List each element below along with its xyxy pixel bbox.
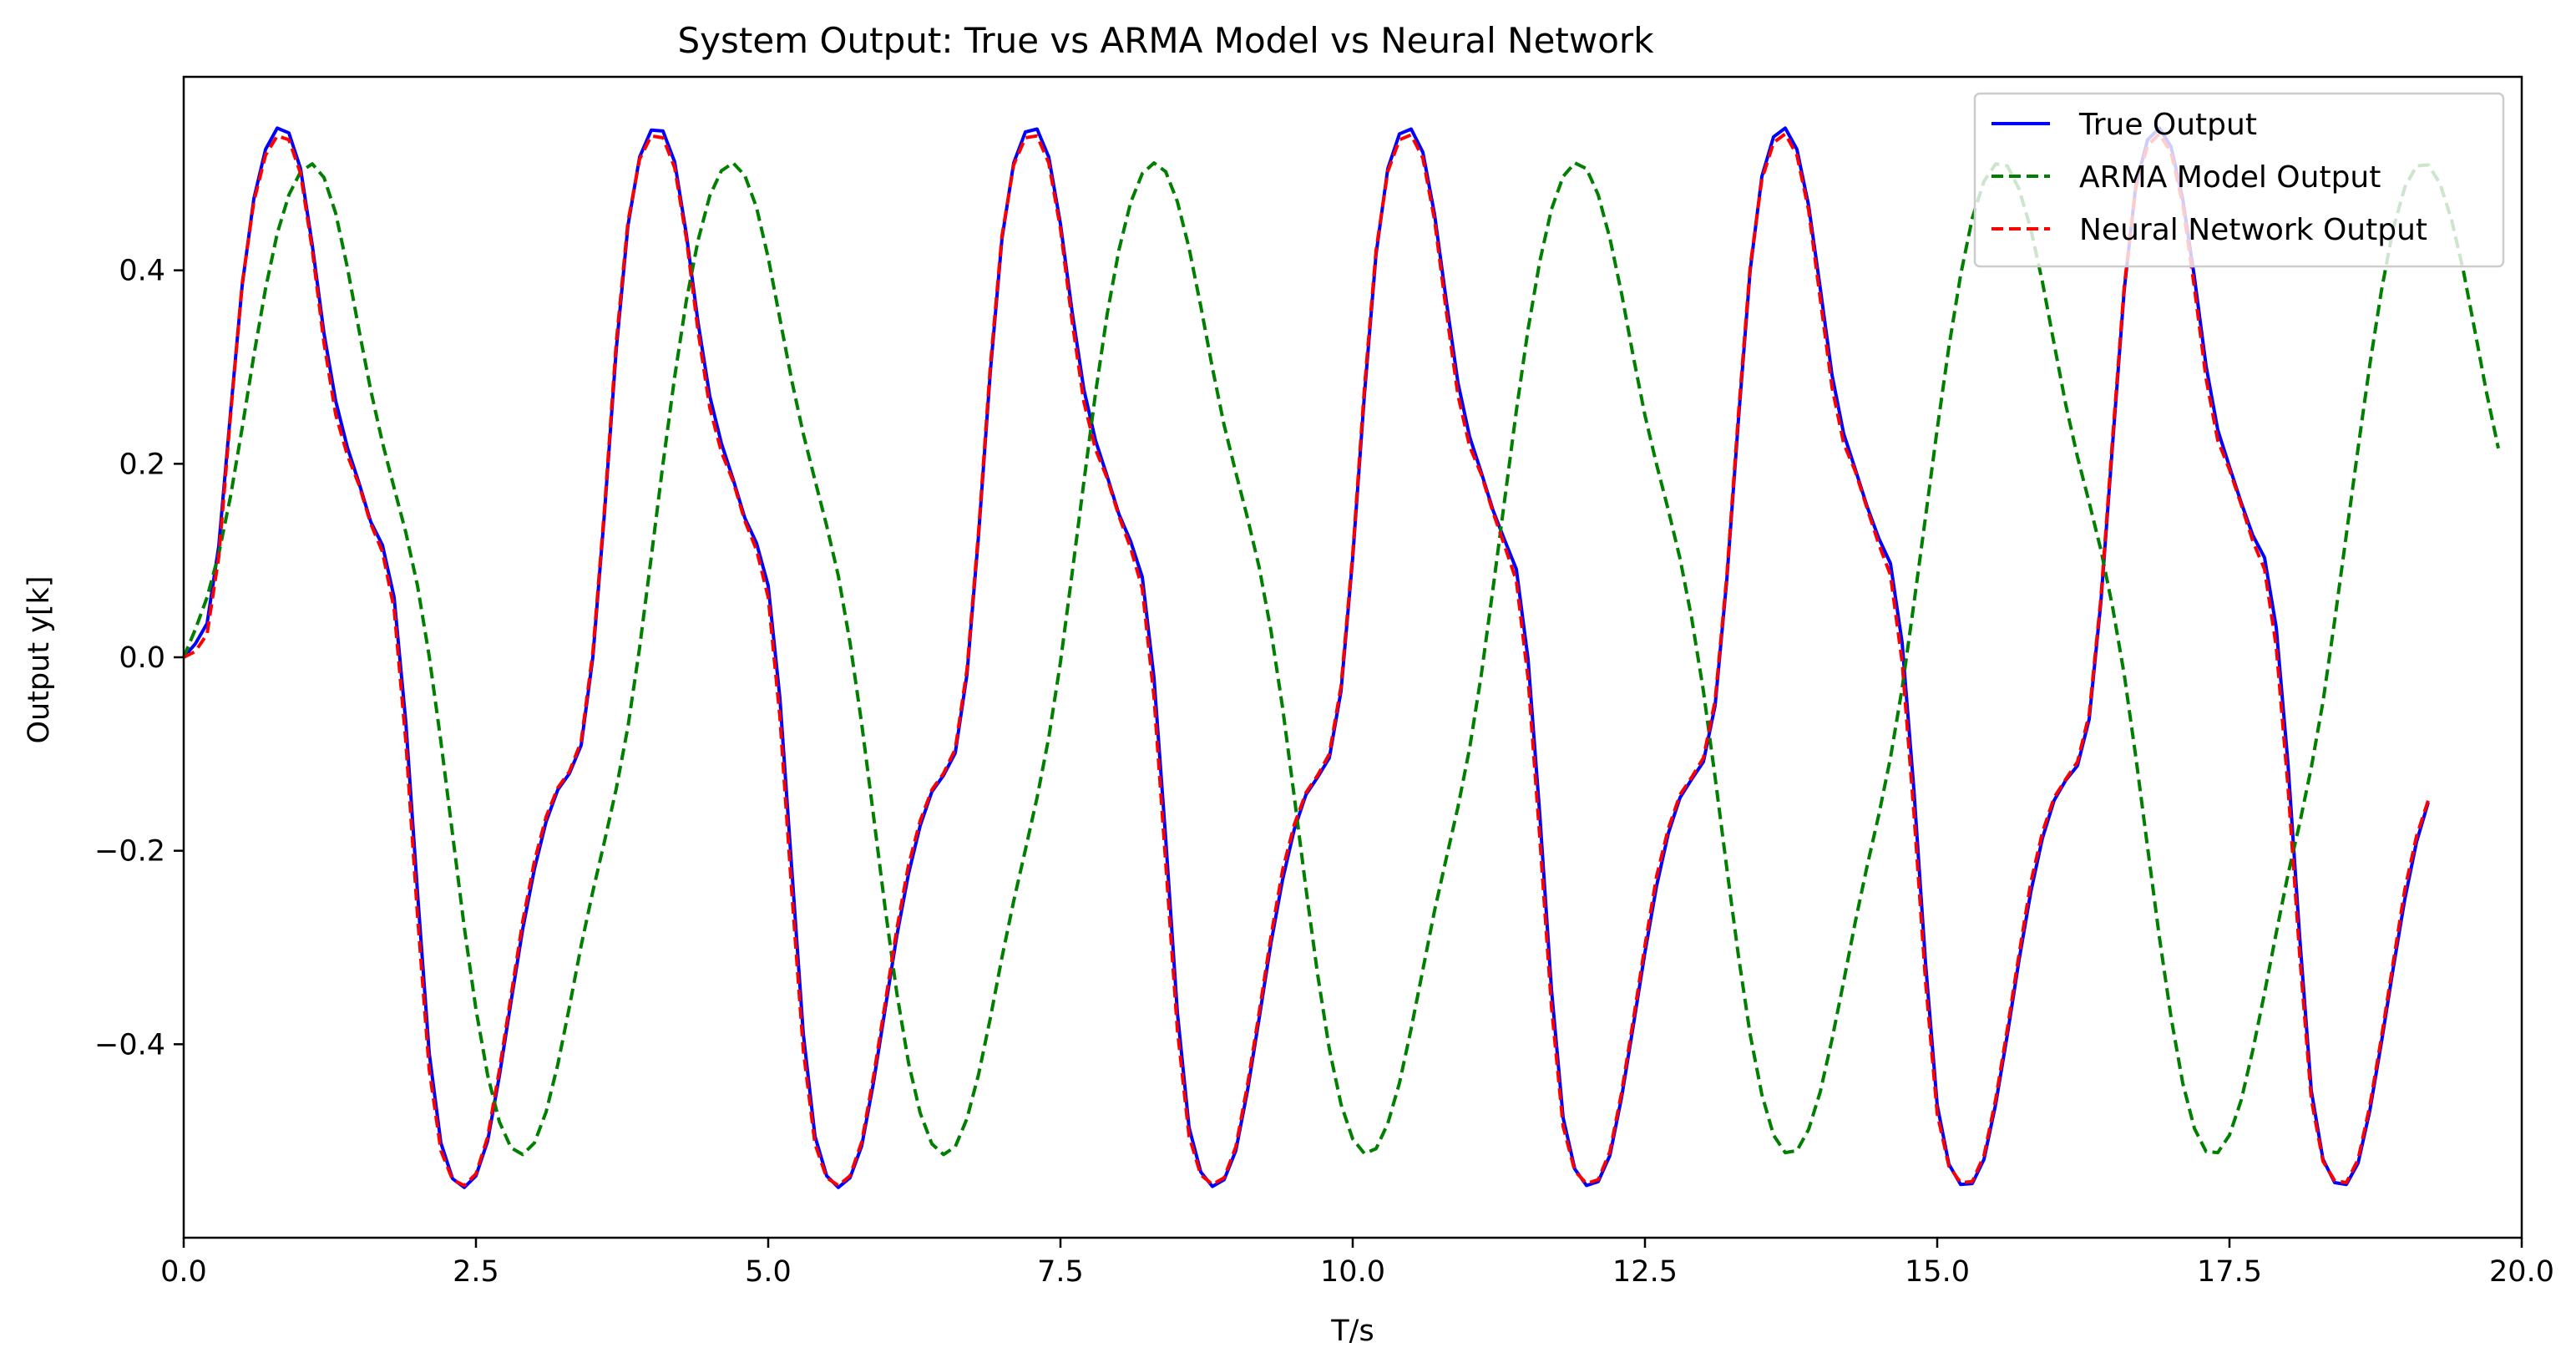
y-tick-label: −0.4	[94, 1028, 165, 1061]
x-tick-label: 5.0	[745, 1255, 792, 1289]
legend-label-1: ARMA Model Output	[2079, 160, 2381, 195]
legend-label-2: Neural Network Output	[2079, 213, 2427, 247]
x-tick-label: 2.5	[453, 1255, 499, 1289]
plot-area	[184, 77, 2522, 1238]
x-tick-label: 20.0	[2489, 1255, 2554, 1289]
legend-label-0: True Output	[2078, 108, 2257, 142]
y-tick-label: 0.0	[119, 641, 165, 675]
legend-box	[1973, 92, 2505, 268]
x-tick-label: 0.0	[160, 1255, 207, 1289]
y-axis-label: Output y[k]	[23, 576, 56, 744]
series-line-1	[182, 161, 2500, 1157]
chart-title: System Output: True vs ARMA Model vs Neu…	[677, 20, 1654, 61]
x-tick-label: 17.5	[2197, 1255, 2262, 1289]
y-tick-label: −0.2	[94, 835, 165, 869]
legend: True Output ARMA Model Output Neural Netwo…	[1973, 92, 2505, 268]
x-tick-label: 10.0	[1320, 1255, 1385, 1289]
x-tick-label: 7.5	[1037, 1255, 1084, 1289]
y-tick-label: 0.4	[119, 255, 165, 288]
y-axis: −0.4 −0.2 0.0 0.2 0.4	[94, 255, 184, 1061]
x-axis-label: T/s	[1330, 1315, 1374, 1348]
x-axis: 0.0 2.5 5.0 7.5 10.0 12.5 15.0 17.5 20.0	[160, 1238, 2554, 1289]
x-tick-label: 12.5	[1612, 1255, 1678, 1289]
series-line-2	[183, 132, 2430, 1188]
series-line-0	[182, 126, 2430, 1189]
series-layer	[182, 126, 2500, 1189]
x-tick-label: 15.0	[1905, 1255, 1970, 1289]
y-tick-label: 0.2	[119, 448, 165, 481]
